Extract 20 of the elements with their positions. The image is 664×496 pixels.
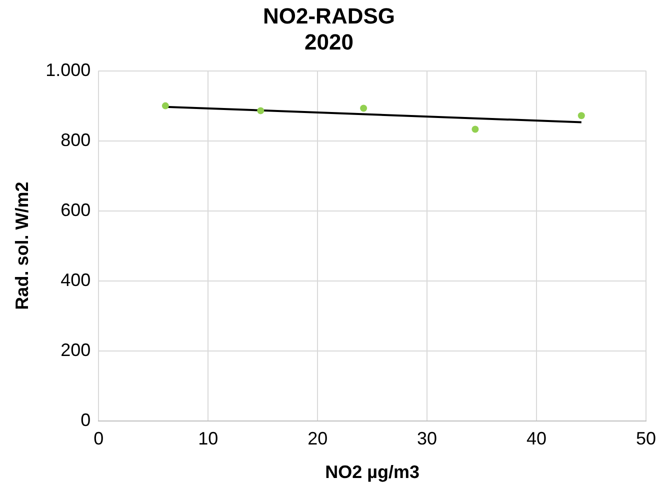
x-axis-title: NO2 µg/m3 <box>325 462 420 482</box>
y-tick-label: 0 <box>80 410 91 430</box>
x-tick-label: 0 <box>94 428 104 449</box>
y-tick-label: 600 <box>60 200 91 220</box>
y-axis-title: Rad. sol. W/m2 <box>12 182 32 310</box>
point <box>472 126 479 133</box>
x-tick-label: 30 <box>417 428 438 449</box>
point <box>257 107 264 114</box>
chart-title: NO2-RADSG 2020 <box>262 3 396 55</box>
x-tick-label: 10 <box>198 428 218 449</box>
x-tick-label: 50 <box>636 428 656 449</box>
y-tick-label: 200 <box>60 340 91 360</box>
point <box>162 102 169 110</box>
x-tick-label: 20 <box>308 428 328 449</box>
y-tick-label: 1.000 <box>46 60 91 80</box>
point <box>360 104 368 112</box>
x-tick-label: 40 <box>526 428 547 449</box>
point <box>578 112 585 120</box>
y-tick-label: 800 <box>60 130 91 150</box>
y-tick-label: 400 <box>60 270 91 290</box>
